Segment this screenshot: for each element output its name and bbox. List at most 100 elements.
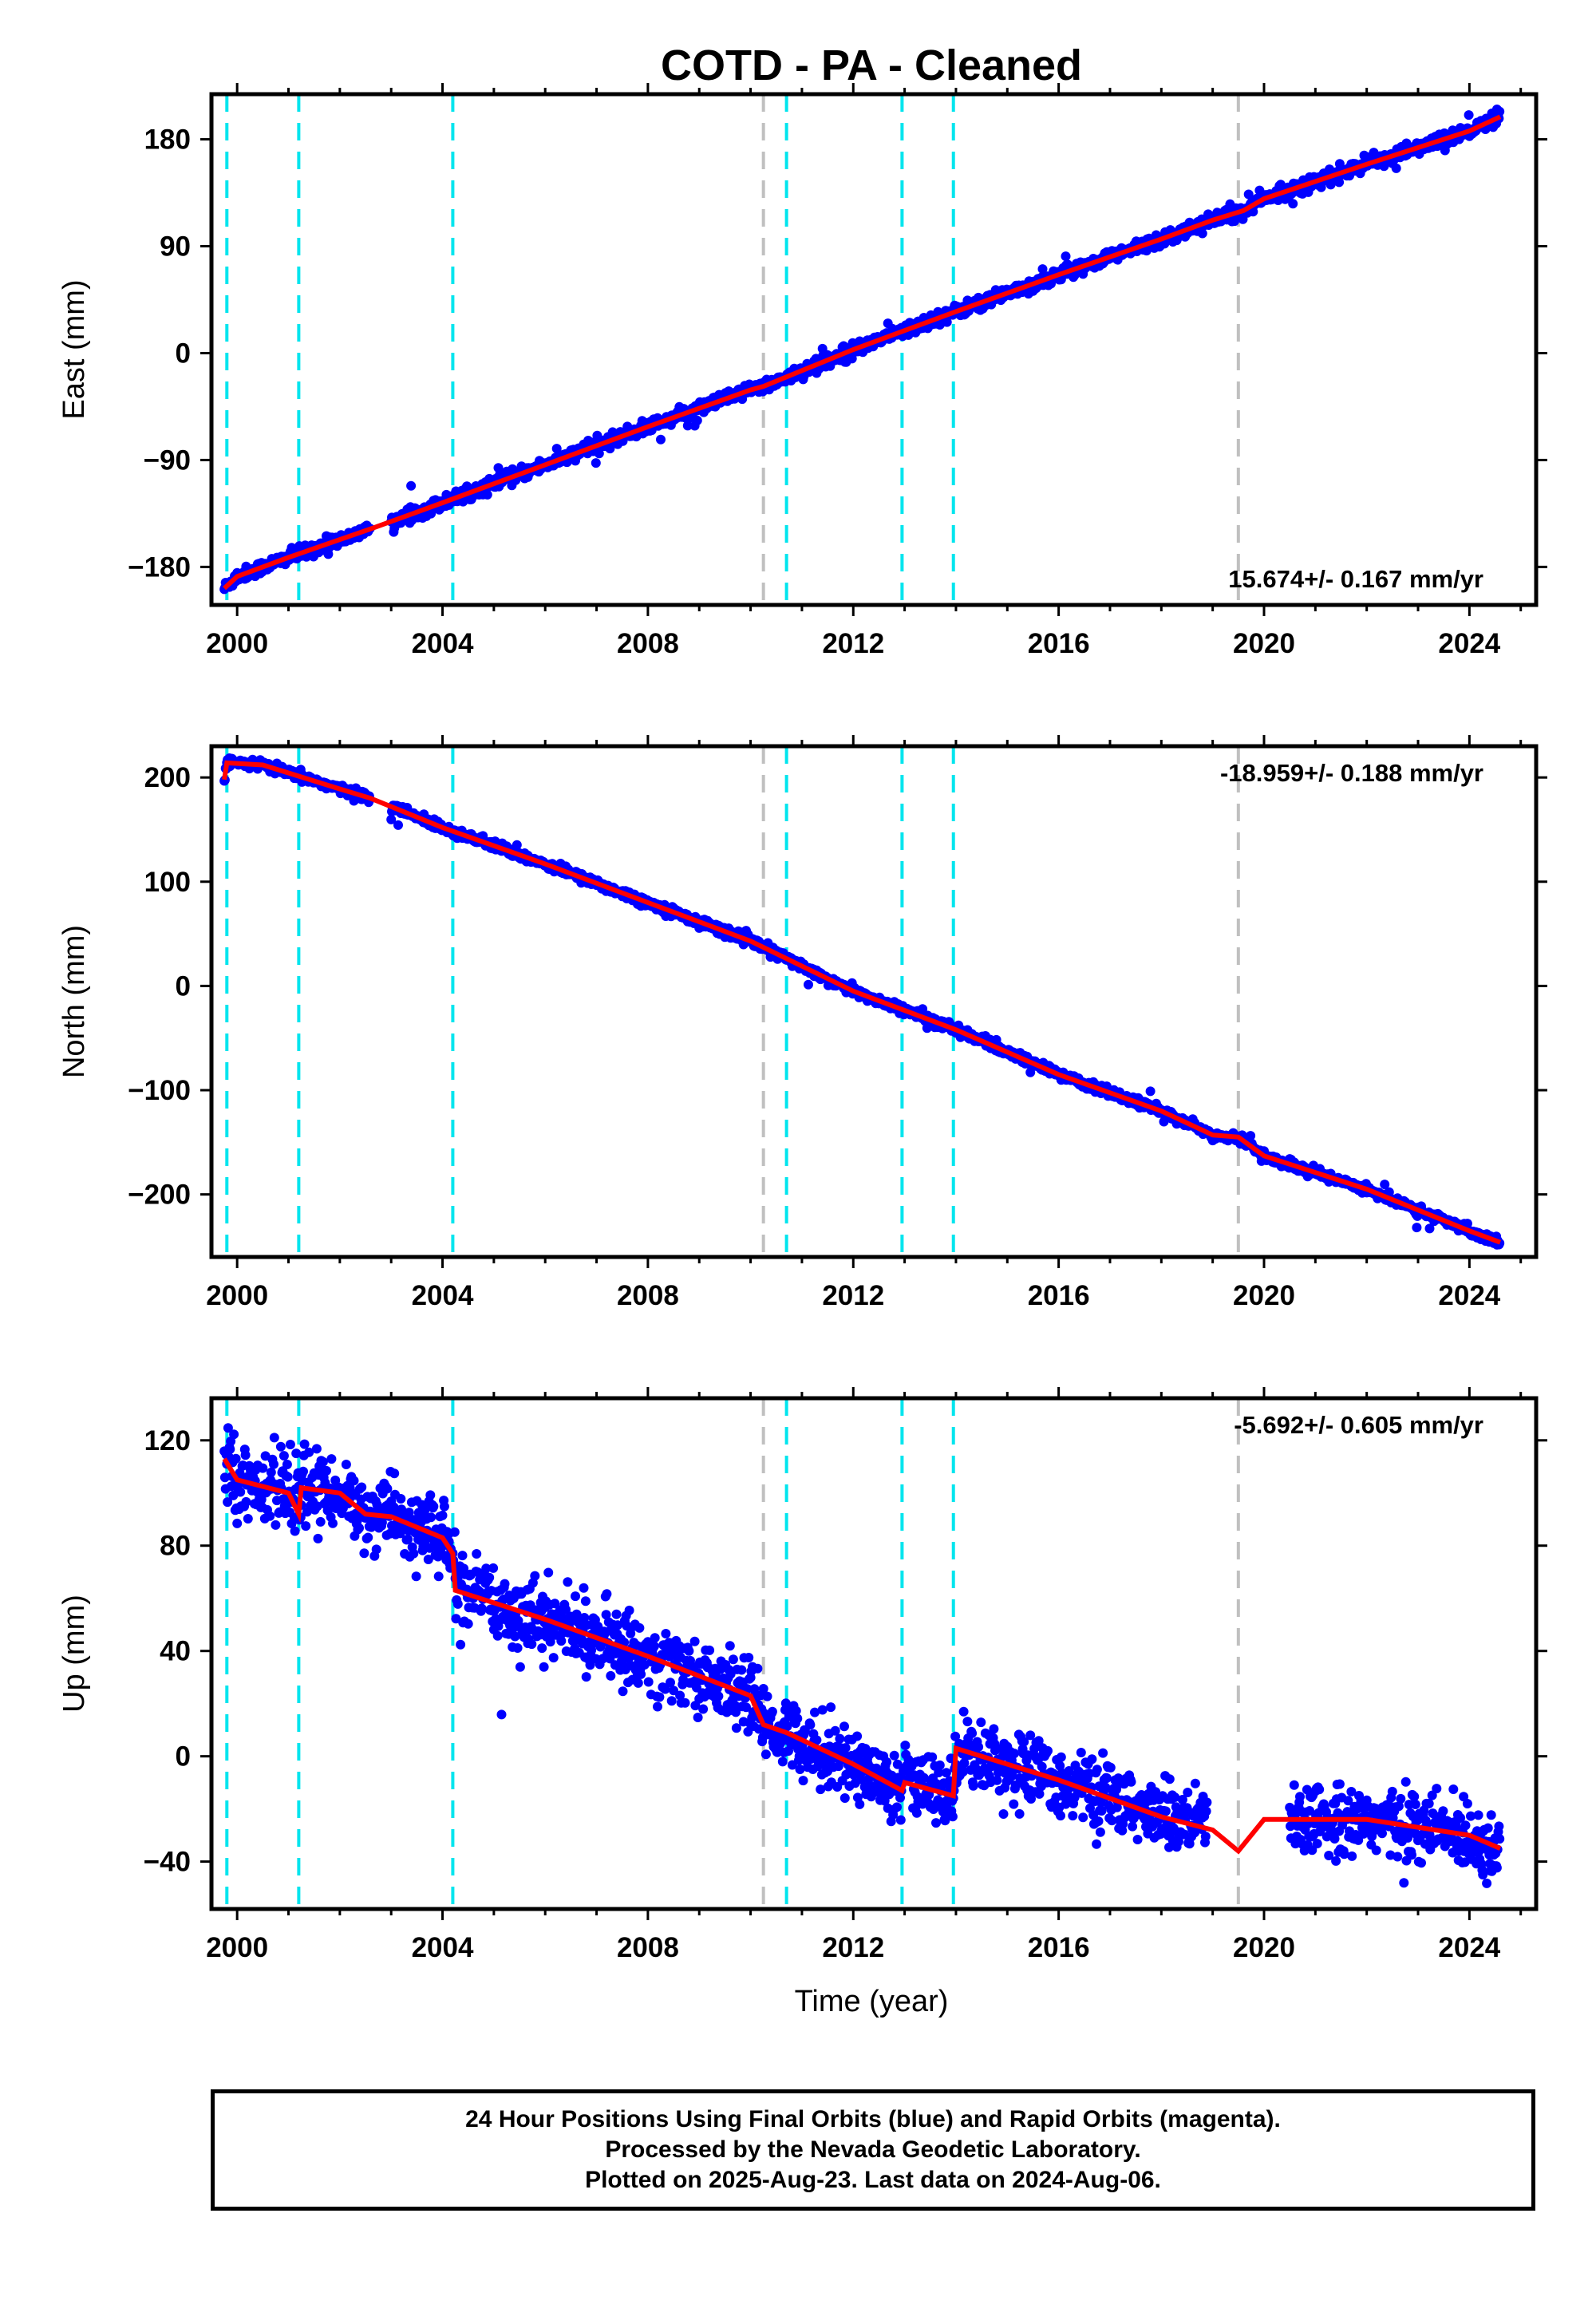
data-point — [594, 449, 604, 459]
data-point — [476, 1603, 487, 1614]
rate-label: 15.674+/- 0.167 mm/yr — [1228, 565, 1483, 593]
data-point — [539, 1662, 549, 1672]
data-point — [240, 1450, 251, 1460]
data-point — [482, 489, 492, 500]
data-point — [792, 1713, 803, 1724]
data-point — [618, 1686, 628, 1697]
data-point — [275, 1441, 286, 1452]
data-point — [744, 1653, 754, 1662]
chart-title: COTD - PA - Cleaned — [661, 41, 1082, 89]
data-point — [515, 1662, 525, 1672]
data-point — [223, 1497, 233, 1508]
y-tick-label: −90 — [144, 445, 191, 476]
plot-frame — [209, 92, 1539, 607]
data-point — [1197, 228, 1207, 239]
x-tick-label: 2000 — [206, 1280, 268, 1311]
data-point — [357, 1482, 367, 1492]
data-point — [393, 820, 403, 830]
model-line — [223, 114, 1502, 591]
data-point — [426, 1512, 437, 1523]
data-point — [918, 1004, 928, 1014]
data-point — [256, 1495, 267, 1504]
data-point — [449, 1527, 460, 1537]
y-tick-label: −200 — [128, 1180, 191, 1211]
data-point — [318, 1456, 328, 1467]
data-point — [656, 434, 666, 445]
data-point — [285, 1440, 295, 1449]
data-point — [1424, 1223, 1435, 1234]
data-point — [1246, 1131, 1256, 1141]
x-tick-label: 2004 — [412, 1280, 474, 1311]
data-point — [484, 1572, 495, 1583]
data-point — [311, 1444, 322, 1454]
data-point — [290, 1526, 300, 1536]
data-point — [636, 1669, 646, 1679]
data-point — [279, 1451, 289, 1461]
data-point — [386, 814, 397, 824]
data-point — [363, 1532, 373, 1543]
y-tick-label: 0 — [176, 970, 191, 1002]
data-point — [359, 1548, 369, 1559]
data-point — [223, 1423, 233, 1433]
plot-frame — [209, 744, 1539, 1259]
data-point — [693, 1713, 703, 1722]
data-point — [762, 1691, 772, 1701]
data-point — [298, 1466, 308, 1476]
x-tick-label: 2004 — [412, 628, 474, 659]
x-tick-label: 2020 — [1233, 1280, 1295, 1311]
data-point — [409, 1548, 419, 1559]
y-tick-label: −180 — [128, 551, 191, 583]
data-point — [500, 1579, 510, 1589]
data-point — [760, 1749, 771, 1760]
data-point — [767, 1706, 777, 1717]
y-tick-label: 90 — [160, 231, 191, 263]
y-tick-label: 200 — [144, 762, 191, 793]
data-point — [349, 1476, 359, 1486]
data-point — [437, 1510, 448, 1520]
data-point — [366, 1522, 377, 1532]
data-point — [1037, 264, 1048, 275]
data-point — [633, 1678, 643, 1688]
data-point — [271, 1520, 281, 1530]
data-point — [684, 1646, 694, 1656]
data-point — [624, 1605, 634, 1615]
data-point — [382, 1484, 393, 1494]
data-point — [225, 1444, 235, 1454]
data-point — [315, 1516, 326, 1527]
x-tick-label: 2016 — [1028, 628, 1090, 659]
data-point — [472, 1549, 482, 1559]
data-point — [698, 1704, 709, 1714]
y-tick-label: 180 — [144, 124, 191, 156]
data-point — [423, 1555, 433, 1564]
x-tick-label: 2024 — [1438, 628, 1500, 659]
data-point — [753, 1663, 763, 1674]
data-point — [1334, 177, 1345, 188]
data-point — [725, 1641, 735, 1651]
data-point — [512, 840, 522, 850]
data-point — [232, 1518, 243, 1528]
data-point — [1325, 180, 1336, 190]
data-point — [653, 1701, 662, 1712]
y-axis-label: North (mm) — [57, 925, 91, 1078]
x-tick-label: 2008 — [617, 1280, 679, 1311]
x-tick-label: 2024 — [1438, 1280, 1500, 1311]
y-axis-label: East (mm) — [57, 279, 91, 419]
data-point — [602, 1589, 612, 1599]
data-point — [371, 1544, 381, 1555]
data-point — [269, 1459, 279, 1469]
data-point — [537, 1643, 547, 1654]
data-point — [1061, 251, 1071, 262]
data-point — [488, 1563, 499, 1573]
x-tick-label: 2008 — [617, 628, 679, 659]
data-point — [266, 1467, 276, 1477]
data-point — [235, 1487, 246, 1497]
y-tick-label: 100 — [144, 867, 191, 898]
data-point — [579, 1583, 589, 1593]
data-point — [241, 1496, 251, 1507]
data-point — [396, 1494, 406, 1504]
data-point — [403, 1534, 413, 1544]
data-point — [425, 1490, 436, 1500]
data-point — [341, 1460, 351, 1469]
data-point — [326, 1454, 337, 1464]
data-point — [563, 1577, 573, 1587]
